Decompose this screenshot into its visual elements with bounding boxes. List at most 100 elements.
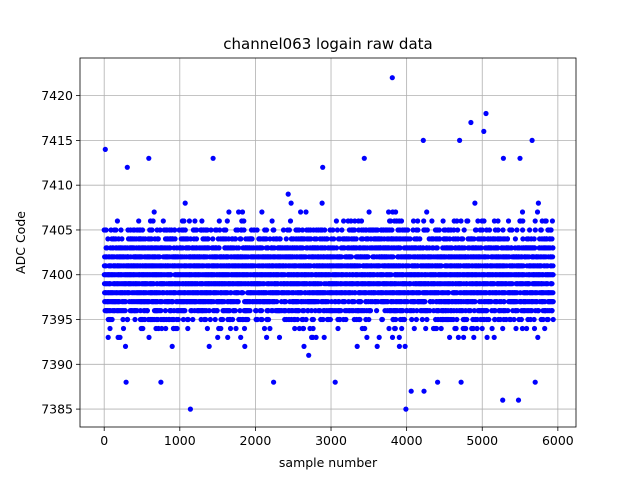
data-point [207, 316, 213, 323]
data-point [519, 325, 526, 332]
data-point [218, 325, 224, 332]
data-point [511, 316, 517, 323]
data-point [512, 236, 519, 242]
data-point [486, 316, 492, 323]
data-point [210, 155, 216, 161]
data-point [241, 218, 247, 224]
data-point [124, 316, 131, 323]
data-point [461, 227, 467, 233]
data-point [237, 308, 243, 314]
data-point [461, 334, 467, 340]
data-point [159, 325, 165, 332]
data-point [298, 209, 304, 215]
x-tick-label: 1000 [164, 433, 196, 448]
data-point [470, 325, 476, 332]
data-point [434, 245, 440, 251]
data-point [238, 334, 244, 340]
data-point [259, 209, 265, 215]
data-point [358, 218, 365, 224]
data-point [389, 334, 396, 340]
data-point [285, 191, 291, 197]
data-point [465, 218, 471, 224]
data-point [419, 316, 425, 323]
x-tick-label: 6000 [542, 433, 574, 448]
data-point [136, 218, 142, 224]
data-point [139, 227, 146, 233]
data-point [467, 308, 473, 314]
data-point [550, 299, 556, 305]
data-point [527, 227, 533, 233]
data-point [310, 316, 316, 323]
data-point [140, 325, 146, 332]
data-point [435, 379, 441, 385]
data-point [151, 209, 157, 215]
data-point [167, 245, 173, 251]
data-point [389, 227, 395, 233]
data-point [458, 379, 464, 385]
data-point [109, 316, 115, 323]
data-point [500, 227, 506, 233]
data-point [238, 236, 244, 242]
data-point [105, 236, 111, 242]
data-point [321, 334, 327, 340]
data-point [549, 308, 555, 314]
data-point [149, 227, 155, 233]
data-point [403, 406, 409, 412]
data-point [308, 308, 315, 314]
data-point [339, 227, 345, 233]
data-point [531, 325, 538, 332]
data-point [301, 308, 307, 314]
data-point [286, 227, 292, 233]
data-point [232, 236, 239, 242]
data-point [475, 218, 481, 224]
data-point [187, 406, 193, 412]
data-point [310, 325, 316, 332]
data-point [337, 316, 343, 323]
data-point [242, 343, 248, 349]
data-point [364, 334, 370, 340]
data-point [241, 325, 248, 332]
data-point [527, 316, 534, 323]
data-point [215, 334, 221, 340]
y-tick-label: 7415 [41, 133, 73, 148]
data-point [421, 388, 427, 394]
data-point [365, 254, 371, 260]
data-point [410, 218, 417, 224]
data-point [524, 325, 530, 332]
data-point [532, 245, 538, 251]
data-point [155, 236, 161, 242]
data-point [216, 245, 222, 251]
data-point [185, 316, 191, 323]
data-point [192, 218, 198, 224]
data-point [514, 308, 521, 314]
data-point [405, 227, 411, 233]
data-point [500, 325, 506, 332]
data-point [274, 299, 280, 305]
data-point [455, 227, 461, 233]
data-point [520, 218, 526, 224]
data-point [224, 218, 230, 224]
data-point [458, 218, 464, 224]
data-point [374, 227, 381, 233]
data-point [471, 334, 477, 340]
data-point [401, 316, 408, 323]
data-point [437, 236, 443, 242]
y-tick-label: 7405 [41, 222, 73, 237]
data-point [500, 397, 506, 403]
data-point [513, 325, 519, 332]
data-point [433, 325, 440, 332]
data-point [463, 325, 469, 332]
data-point [205, 236, 211, 242]
y-tick-label: 7390 [41, 357, 73, 372]
data-point [327, 316, 333, 323]
data-point [479, 325, 485, 332]
data-point [182, 200, 188, 206]
data-point [389, 75, 395, 81]
data-point [550, 254, 556, 260]
data-point [550, 290, 556, 296]
data-point [335, 325, 341, 332]
data-point [226, 209, 232, 215]
data-point [520, 236, 526, 242]
grid [80, 58, 576, 427]
data-point [204, 227, 210, 233]
